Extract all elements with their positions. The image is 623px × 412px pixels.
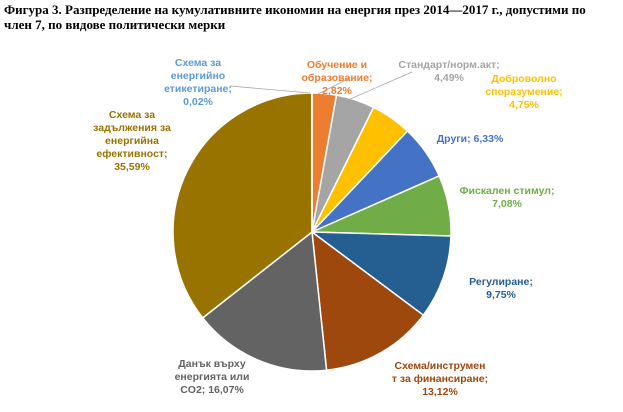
slice-label-line: 2,82%	[322, 85, 352, 97]
slice-label-line: Регулиране;	[469, 276, 533, 288]
slice-label-line: споразумение;	[485, 86, 562, 98]
pie-slice	[201, 230, 328, 372]
slice-label-line: 13,12%	[422, 386, 458, 398]
slice-label: Фискален стимул; 7,08%	[460, 185, 555, 210]
slice-label-line: 0,02%	[183, 96, 213, 108]
slice-label-line: Доброволно	[491, 73, 556, 85]
slice-label-line: Стандарт/норм.акт;	[398, 59, 499, 71]
slice-label: Стандарт/норм.акт; 4,49%	[398, 59, 499, 84]
slice-label-line: Схема/инструмен	[395, 360, 486, 372]
leader-line	[229, 85, 311, 94]
slice-label: Обучение и образование; 2,82%	[302, 59, 373, 97]
slice-label-line: Обучение и	[307, 59, 367, 71]
slice-labels: Обучение и образование; 2,82% Стандарт/норм…	[93, 57, 563, 398]
slice-label-line: енергийно	[171, 70, 225, 82]
slice-label-line: 35,59%	[114, 161, 150, 173]
leader-line	[347, 71, 413, 101]
pie-slices	[172, 92, 452, 372]
slice-label: Данък върху енергията или CO2; 16,07%	[175, 358, 250, 396]
slice-label-line: Схема за	[175, 57, 221, 69]
slice-label: Схема за задължения за енергийна ефективнос…	[93, 109, 171, 173]
slice-label-line: 9,75%	[486, 289, 516, 301]
slice-label: Схема/инструмен т за финансиране; 13,12%	[392, 360, 488, 398]
slice-label-line: CO2; 16,07%	[180, 384, 244, 396]
slice-label-line: Схема за	[109, 109, 155, 121]
slice-label-line: етикетиране;	[164, 83, 232, 95]
slice-label: Регулиране; 9,75%	[469, 276, 533, 301]
slice-label-line: ефективност;	[96, 148, 167, 160]
slice-label-line: 7,08%	[492, 198, 522, 210]
slice-label-line: 4,49%	[434, 72, 464, 84]
slice-label: Други; 6,33%	[437, 133, 504, 145]
slice-label-line: 4,75%	[509, 99, 539, 111]
slice-label-line: т за финансиране;	[392, 373, 488, 385]
leader-line	[317, 77, 351, 95]
slice-label: Доброволно споразумение; 4,75%	[485, 73, 562, 111]
slice-label-line: Други; 6,33%	[437, 133, 504, 145]
slice-label-line: енергията или	[175, 371, 250, 383]
pie-slice	[172, 92, 313, 319]
slice-label-line: Данък върху	[178, 358, 246, 370]
slice-label-line: енергийна	[105, 135, 159, 147]
pie-slice	[311, 230, 425, 372]
slice-label: Схема за енергийно етикетиране; 0,02%	[164, 57, 232, 108]
slice-label-line: Фискален стимул;	[460, 185, 555, 197]
figure-title: Фигура 3. Разпределение на кумулативните…	[4, 2, 586, 32]
leader-lines	[229, 71, 413, 101]
slice-label-line: образование;	[302, 72, 373, 84]
pie-slice	[309, 231, 452, 317]
slice-label-line: задължения за	[93, 122, 171, 134]
